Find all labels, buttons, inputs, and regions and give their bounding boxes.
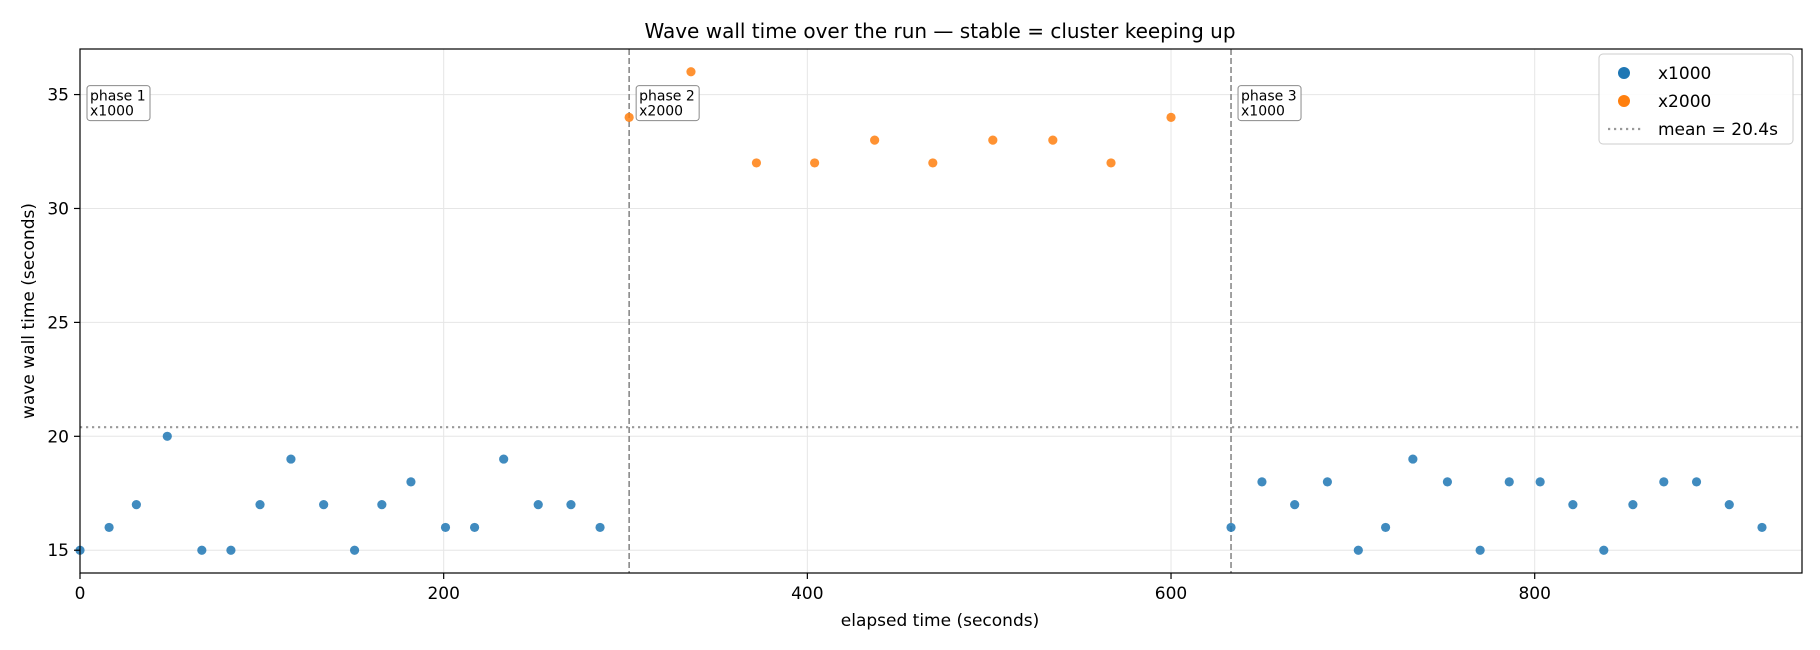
data-point-x1000 [1380,522,1391,533]
data-point-x2000 [1166,112,1176,122]
phase-label-line2: x1000 [90,104,134,120]
y-tick-label: 25 [47,313,69,333]
data-point-x1000 [1442,477,1453,487]
y-tick-label: 20 [47,427,69,447]
y-tick-label: 15 [47,541,69,561]
phase-label-line2: x1000 [1241,104,1285,120]
data-point-x2000 [751,158,762,168]
phase-label-line2: x2000 [639,104,683,120]
data-point-x1000 [131,500,141,510]
legend-label-mean: mean = 20.4s [1658,120,1778,140]
axis-ticks: 0 200 400 600 800 15 20 25 30 35 [47,86,1551,604]
data-point-x2000 [870,135,880,145]
data-point-x1000 [1659,477,1669,487]
legend-marker-x1000 [1618,67,1630,79]
data-point-x1000 [1568,500,1578,510]
data-point-x1000 [1322,477,1333,487]
data-point-x1000 [1290,500,1300,510]
chart-title: Wave wall time over the run — stable = c… [644,19,1235,43]
legend-marker-x2000 [1618,95,1630,107]
data-points [75,67,1767,555]
legend-label-x1000: x1000 [1658,64,1711,84]
data-point-x2000 [624,112,634,122]
data-point-x1000 [1724,500,1734,510]
x-tick-label: 400 [791,584,823,604]
x-tick-label: 0 [75,584,86,604]
data-point-x1000 [566,500,576,510]
phase-label-line1: phase 3 [1241,89,1297,105]
data-point-x1000 [286,454,296,464]
data-point-x2000 [810,158,820,168]
data-point-x1000 [1628,500,1638,510]
data-point-x1000 [1691,477,1702,487]
data-point-x1000 [533,500,543,510]
reference-lines [80,49,1802,573]
data-point-x1000 [1599,545,1609,555]
x-tick-label: 600 [1155,584,1187,604]
data-point-x1000 [319,500,329,510]
phase-label-line1: phase 2 [639,89,695,105]
data-point-x1000 [162,431,172,441]
data-point-x1000 [255,500,265,510]
data-point-x1000 [469,522,480,533]
y-tick-label: 35 [47,86,69,106]
data-point-x1000 [440,522,451,533]
y-tick-label: 30 [47,199,69,219]
y-axis-label: wave wall time (seconds) [19,203,39,419]
data-point-x1000 [1408,454,1418,464]
legend: x1000 x2000 mean = 20.4s [1598,53,1794,145]
data-point-x1000 [499,454,509,464]
legend-label-x2000: x2000 [1658,92,1711,112]
data-point-x1000 [595,522,605,533]
data-point-x2000 [988,135,998,145]
data-point-x1000 [406,477,416,487]
data-point-x1000 [1535,477,1545,487]
x-tick-label: 800 [1518,584,1550,604]
data-point-x1000 [1504,477,1514,487]
data-point-x1000 [1257,477,1267,487]
data-point-x1000 [226,545,236,555]
data-point-x2000 [686,67,696,77]
x-tick-label: 200 [427,584,459,604]
phase-label-line1: phase 1 [90,89,146,105]
data-point-x1000 [349,545,360,555]
data-point-x1000 [1353,545,1363,555]
plot-frame [79,48,1803,574]
data-point-x2000 [1106,158,1116,168]
phase-label-box [86,85,151,122]
grid-lines [79,49,1802,573]
data-point-x1000 [1757,522,1767,533]
data-point-x1000 [197,545,207,555]
data-point-x1000 [104,522,114,533]
data-point-x2000 [928,158,938,168]
data-point-x1000 [1475,545,1485,555]
phase-label-box [1237,85,1302,122]
legend-box [1598,53,1794,145]
data-point-x1000 [1226,522,1236,533]
x-axis-label: elapsed time (seconds) [841,611,1039,631]
phase-label-box [635,85,700,122]
data-point-x1000 [377,500,387,510]
data-point-x2000 [1048,135,1058,145]
